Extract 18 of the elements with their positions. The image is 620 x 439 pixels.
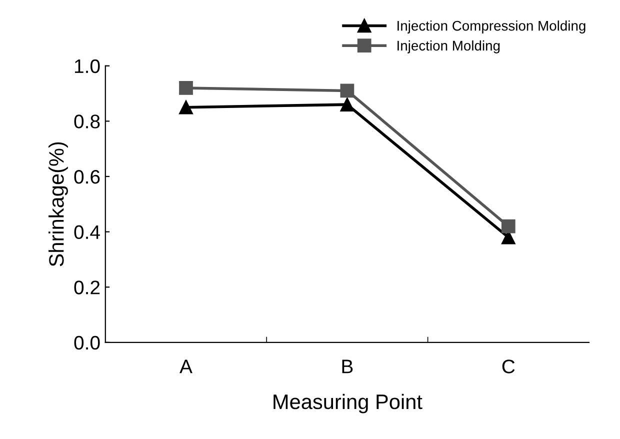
y-tick-label: 1.0 — [74, 59, 100, 74]
y-tick-label: 0.4 — [74, 225, 100, 240]
legend-label: Injection Compression Molding — [398, 20, 586, 34]
point — [340, 84, 354, 98]
y-tick-label: 0.6 — [74, 170, 100, 184]
x-axis-title: Measuring Point — [274, 394, 422, 414]
y-axis-title: Shrinkage(%) — [48, 142, 68, 266]
legend-label: Injection Molding — [398, 40, 500, 54]
x-tick-label: A — [180, 360, 192, 374]
point — [179, 81, 193, 95]
point — [340, 98, 354, 112]
y-tick-label: 0.8 — [74, 114, 100, 128]
point — [179, 100, 193, 114]
x-tick-label: B — [342, 360, 353, 374]
point — [501, 219, 516, 234]
y-tick-label: 0.2 — [74, 280, 100, 294]
y-tick-label: 0.0 — [74, 336, 100, 350]
x-tick-label: C — [502, 360, 515, 374]
